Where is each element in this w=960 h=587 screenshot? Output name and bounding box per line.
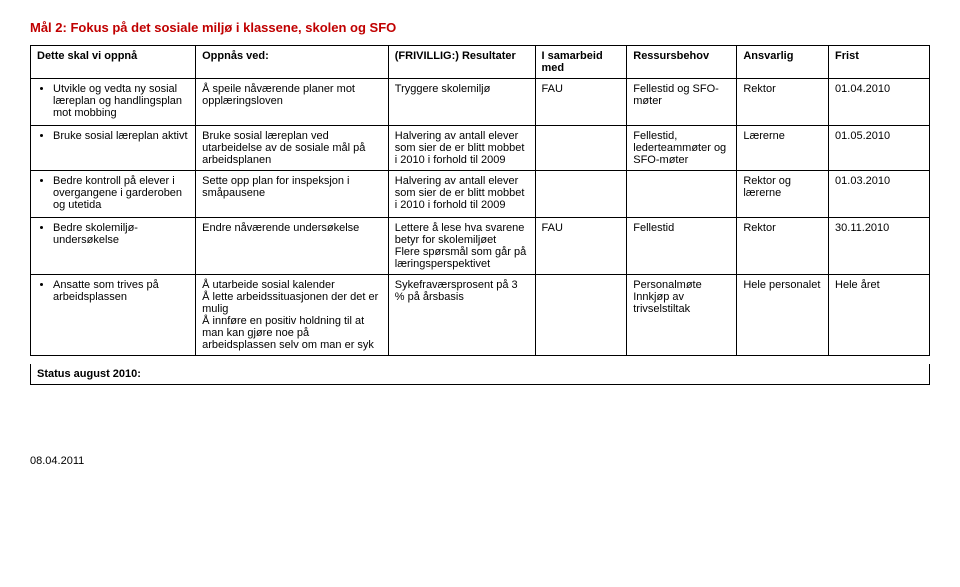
- cell-c2: Bruke sosial læreplan ved utarbeidelse a…: [196, 126, 389, 171]
- cell-c7: 01.03.2010: [829, 171, 930, 218]
- cell-c3: Sykefraværsprosent på 3 % på årsbasis: [388, 275, 535, 356]
- cell-c5: Fellestid, lederteammøter og SFO-møter: [627, 126, 737, 171]
- cell-c6: Rektor: [737, 79, 829, 126]
- cell-goal: Bruke sosial læreplan aktivt: [31, 126, 196, 171]
- goal-bullet: Bedre skolemiljø-undersøkelse: [53, 222, 189, 246]
- status-heading: Status august 2010:: [30, 364, 930, 385]
- goal-bullet: Bedre kontroll på elever i overgangene i…: [53, 175, 189, 211]
- cell-c2: Endre nåværende undersøkelse: [196, 218, 389, 275]
- cell-c4: [535, 126, 627, 171]
- footer-date: 08.04.2011: [30, 455, 930, 467]
- document-title: Mål 2: Fokus på det sosiale miljø i klas…: [30, 20, 930, 35]
- goals-table: Dette skal vi oppnå Oppnås ved: (FRIVILL…: [30, 45, 930, 356]
- table-row: Bedre kontroll på elever i overgangene i…: [31, 171, 930, 218]
- cell-c4: [535, 171, 627, 218]
- cell-c5: Fellestid: [627, 218, 737, 275]
- cell-c7: Hele året: [829, 275, 930, 356]
- col-header-results: (FRIVILLIG:) Resultater: [388, 46, 535, 79]
- col-header-achieved-by: Oppnås ved:: [196, 46, 389, 79]
- col-header-collaboration: I samarbeid med: [535, 46, 627, 79]
- cell-c2: Å speile nåværende planer mot opplærings…: [196, 79, 389, 126]
- cell-c4: [535, 275, 627, 356]
- cell-c7: 01.05.2010: [829, 126, 930, 171]
- col-header-goal: Dette skal vi oppnå: [31, 46, 196, 79]
- cell-c3: Lettere å lese hva svarene betyr for sko…: [388, 218, 535, 275]
- table-row: Utvikle og vedta ny sosial læreplan og h…: [31, 79, 930, 126]
- col-header-responsible: Ansvarlig: [737, 46, 829, 79]
- table-header-row: Dette skal vi oppnå Oppnås ved: (FRIVILL…: [31, 46, 930, 79]
- cell-c6: Rektor: [737, 218, 829, 275]
- goal-bullet: Ansatte som trives på arbeidsplassen: [53, 279, 189, 303]
- cell-c6: Hele personalet: [737, 275, 829, 356]
- cell-c4: FAU: [535, 79, 627, 126]
- table-row: Bruke sosial læreplan aktivt Bruke sosial…: [31, 126, 930, 171]
- goal-bullet: Bruke sosial læreplan aktivt: [53, 130, 189, 142]
- cell-goal: Bedre kontroll på elever i overgangene i…: [31, 171, 196, 218]
- col-header-deadline: Frist: [829, 46, 930, 79]
- cell-c6: Lærerne: [737, 126, 829, 171]
- cell-c2: Å utarbeide sosial kalenderÅ lette arbei…: [196, 275, 389, 356]
- table-row: Ansatte som trives på arbeidsplassen Å ut…: [31, 275, 930, 356]
- cell-c5: [627, 171, 737, 218]
- goal-bullet: Utvikle og vedta ny sosial læreplan og h…: [53, 83, 189, 119]
- cell-c5: PersonalmøteInnkjøp av trivselstiltak: [627, 275, 737, 356]
- cell-goal: Ansatte som trives på arbeidsplassen: [31, 275, 196, 356]
- cell-c7: 01.04.2010: [829, 79, 930, 126]
- cell-c3: Halvering av antall elever som sier de e…: [388, 171, 535, 218]
- cell-goal: Bedre skolemiljø-undersøkelse: [31, 218, 196, 275]
- cell-goal: Utvikle og vedta ny sosial læreplan og h…: [31, 79, 196, 126]
- col-header-resources: Ressursbehov: [627, 46, 737, 79]
- cell-c6: Rektor og lærerne: [737, 171, 829, 218]
- cell-c2: Sette opp plan for inspeksjon i småpause…: [196, 171, 389, 218]
- cell-c3: Halvering av antall elever som sier de e…: [388, 126, 535, 171]
- table-row: Bedre skolemiljø-undersøkelse Endre nåvær…: [31, 218, 930, 275]
- cell-c7: 30.11.2010: [829, 218, 930, 275]
- cell-c4: FAU: [535, 218, 627, 275]
- cell-c5: Fellestid og SFO-møter: [627, 79, 737, 126]
- cell-c3: Tryggere skolemiljø: [388, 79, 535, 126]
